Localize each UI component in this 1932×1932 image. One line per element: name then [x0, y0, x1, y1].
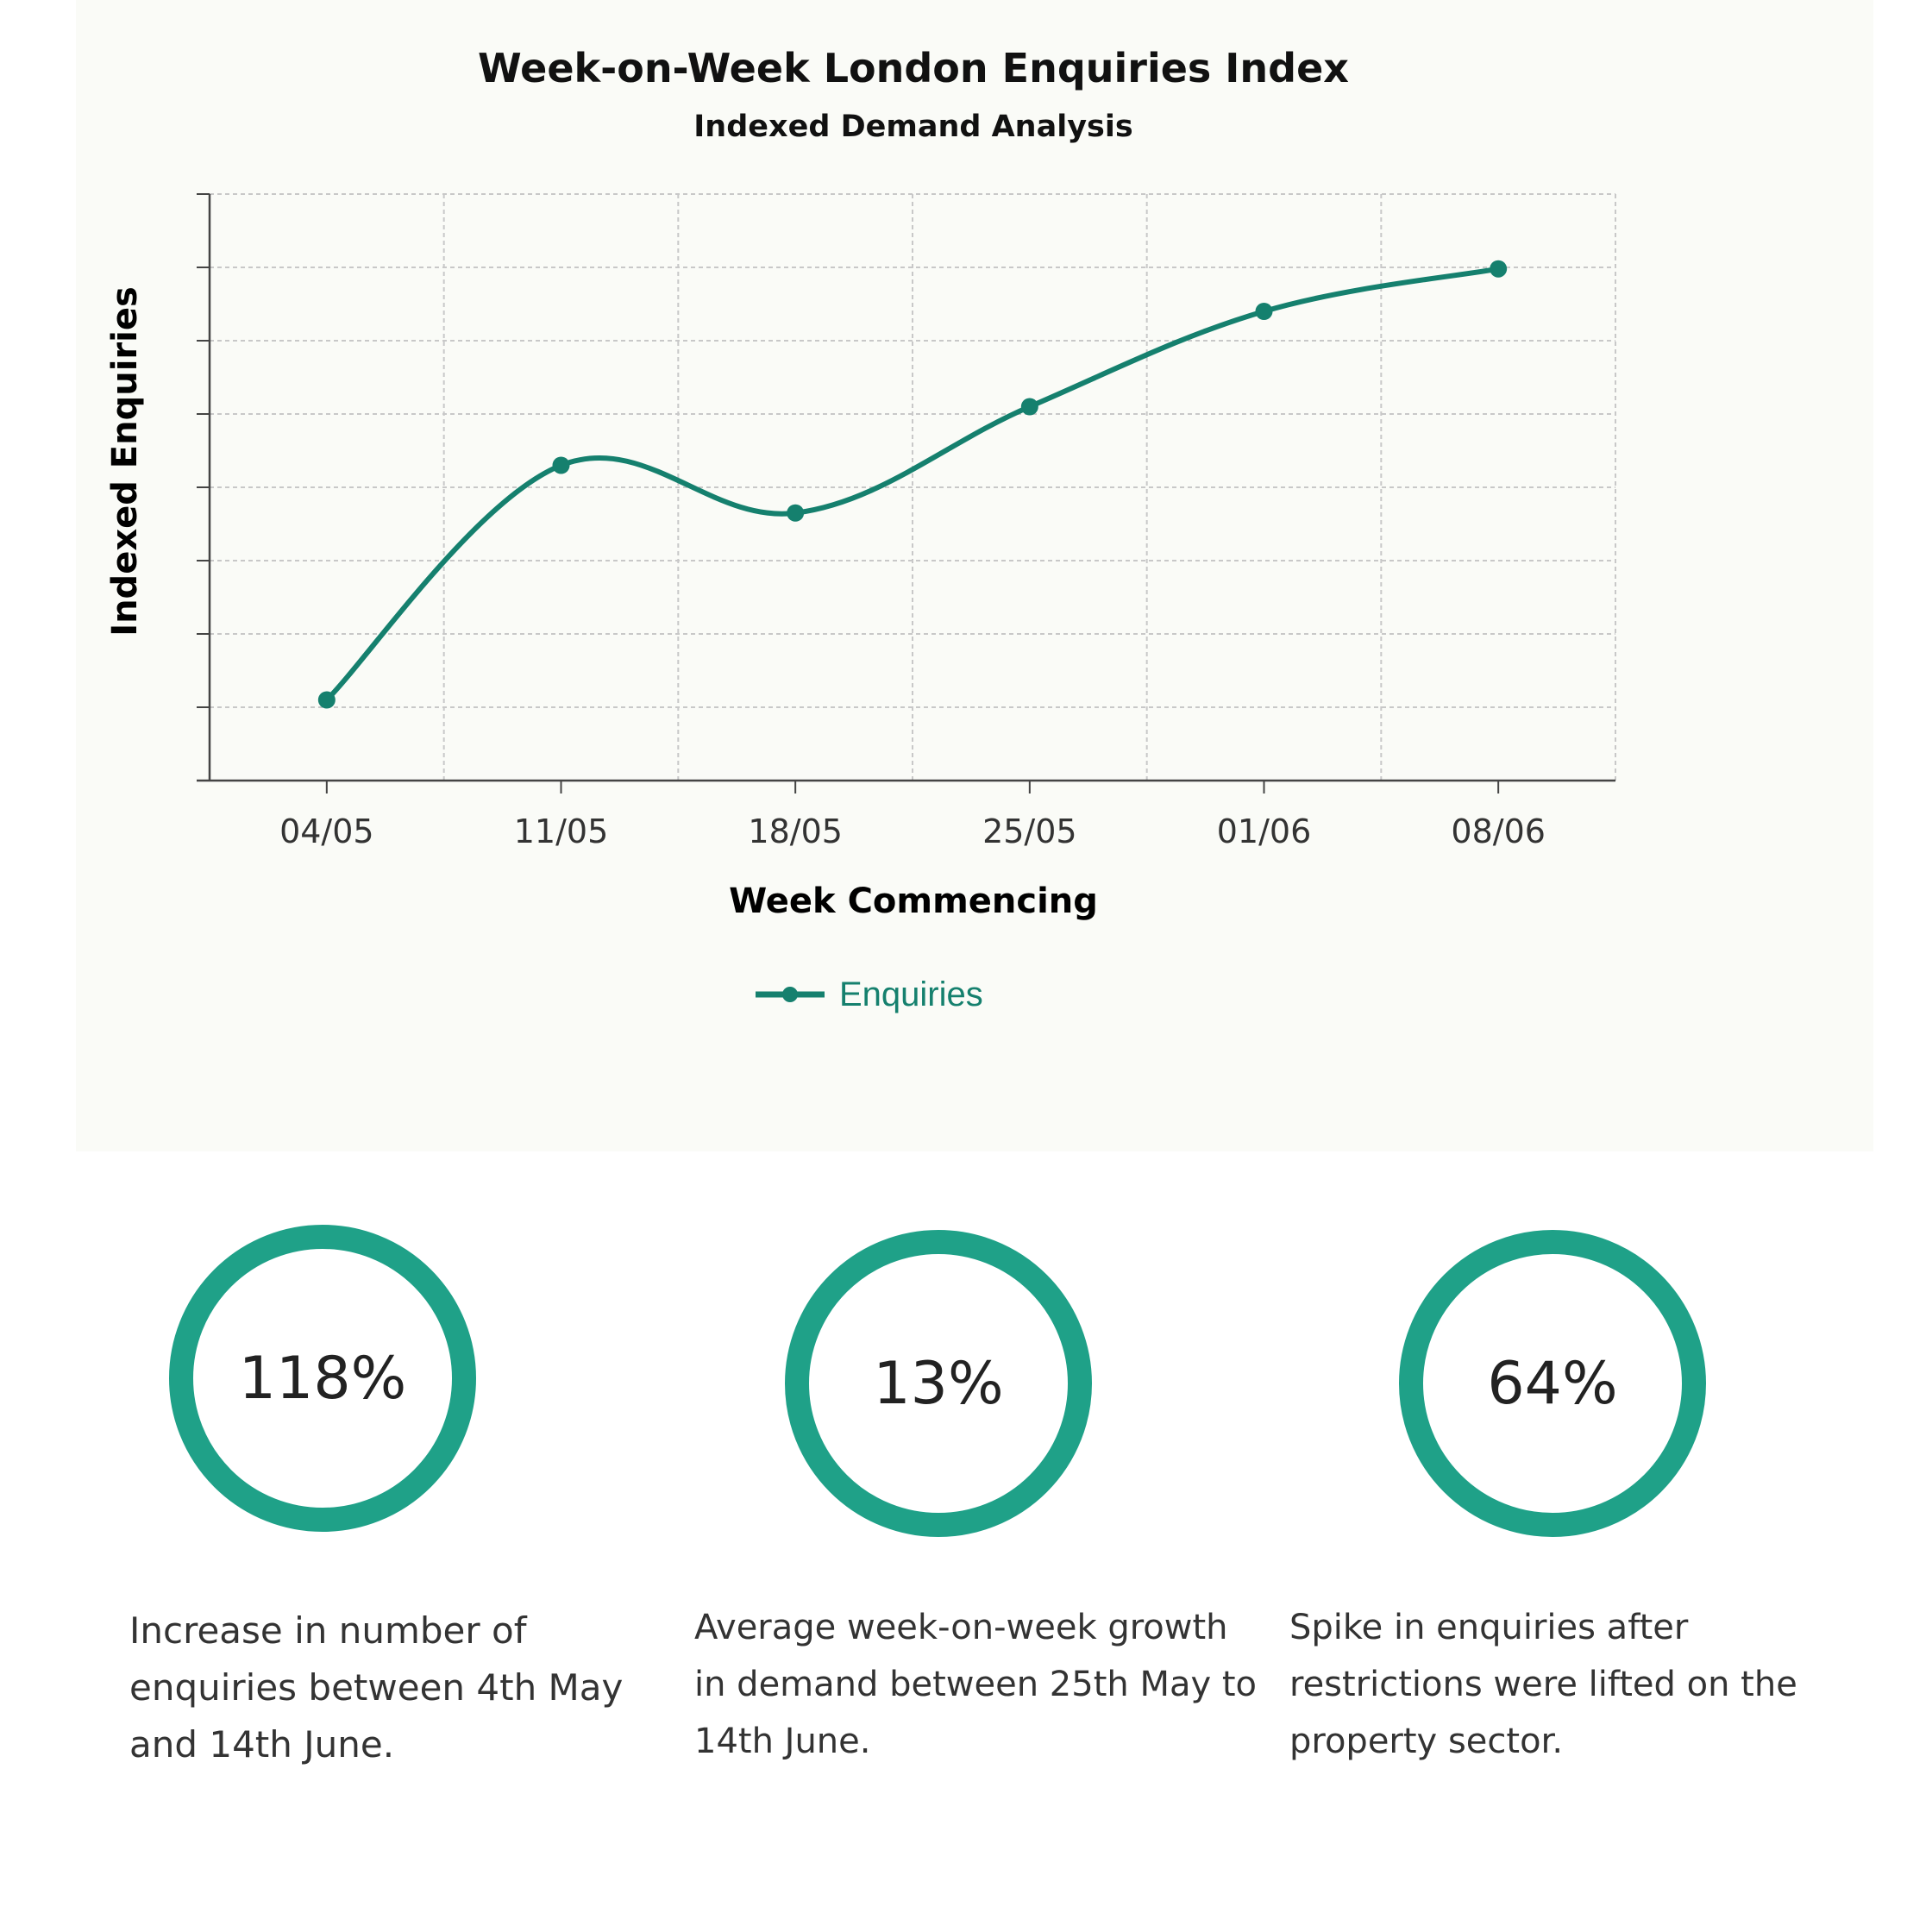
x-axis-title: Week Commencing	[729, 881, 1098, 921]
y-axis-title: Indexed Enquiries	[105, 286, 145, 637]
stat-description: Average week-on-week growth in demand be…	[694, 1599, 1281, 1770]
x-tick-label: 18/05	[748, 812, 843, 850]
stat-description-line: property sector.	[1289, 1722, 1564, 1761]
x-tick-label: 11/05	[514, 812, 609, 850]
stat-description-line: 14th June.	[694, 1722, 871, 1761]
x-tick-label: 04/05	[279, 812, 374, 850]
stat-ring: 64%	[1399, 1230, 1706, 1537]
data-point	[317, 691, 336, 709]
stat-ring: 13%	[785, 1230, 1092, 1537]
grid	[210, 193, 1616, 781]
stat-description-line: Increase in number of	[129, 1609, 527, 1652]
stat-description-line: enquiries between 4th May	[129, 1666, 624, 1709]
stat-description-line: restrictions were lifted on the	[1289, 1665, 1797, 1704]
stat-description-line: Average week-on-week growth	[694, 1608, 1228, 1647]
stat-description-line: Spike in enquiries after	[1289, 1608, 1689, 1647]
data-point	[1255, 303, 1273, 320]
stat-description: Increase in number of enquiries between …	[129, 1603, 681, 1773]
data-point	[1020, 398, 1038, 416]
chart-title: Week-on-Week London Enquiries Index	[478, 45, 1349, 91]
stat-description: Spike in enquiries after restrictions we…	[1289, 1599, 1859, 1770]
stat-description-line: and 14th June.	[129, 1723, 395, 1766]
x-tick-label: 08/06	[1451, 812, 1546, 850]
legend: Enquiries	[756, 975, 983, 1013]
data-point	[787, 504, 805, 522]
chart-panel: Week-on-Week London Enquiries Index Inde…	[76, 0, 1873, 1151]
stat-ring: 118%	[169, 1225, 476, 1532]
stat-value: 64%	[1487, 1349, 1618, 1418]
x-tick-labels: 04/05 11/05 18/05 25/05 01/06 08/06	[279, 812, 1546, 850]
legend-label: Enquiries	[839, 975, 983, 1013]
data-point	[1490, 260, 1508, 278]
stat-value: 13%	[873, 1349, 1004, 1418]
legend-marker	[782, 987, 798, 1002]
data-point	[552, 456, 570, 474]
axes	[197, 193, 1615, 794]
series-line	[323, 266, 1502, 703]
line-chart: Week-on-Week London Enquiries Index Inde…	[105, 45, 1616, 1013]
chart-subtitle: Indexed Demand Analysis	[693, 110, 1132, 144]
x-tick-label: 25/05	[982, 812, 1077, 850]
series-group	[317, 260, 1508, 709]
x-tick-label: 01/06	[1217, 812, 1312, 850]
stat-value: 118%	[238, 1344, 407, 1413]
stat-description-line: in demand between 25th May to	[694, 1665, 1258, 1704]
